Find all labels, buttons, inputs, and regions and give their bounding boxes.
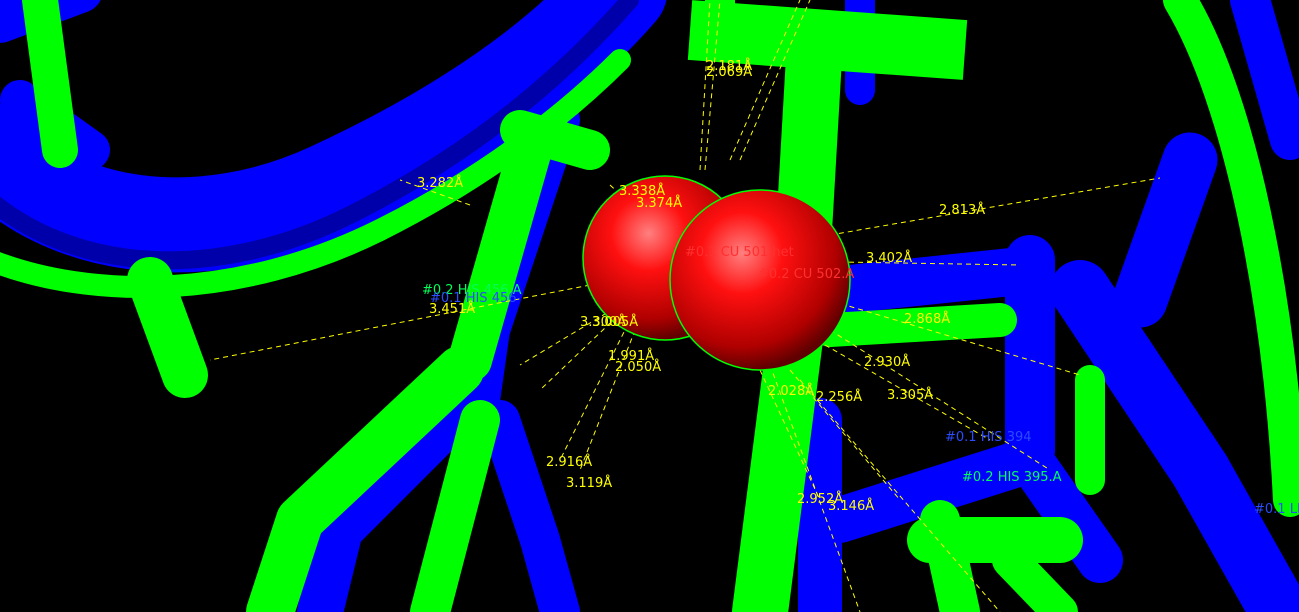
distance-label: 3.146Å [828,498,874,514]
green-tube [246,346,484,612]
green-tube [920,500,980,612]
green-tube [22,0,78,168]
blue-ribbon-edge [0,0,639,270]
atom-labels: #0.1 CU 501 het #0.2 CU 502.A [685,245,854,282]
green-ribbon-edge [0,49,631,299]
copper-atoms[interactable] [582,175,851,371]
blue-tube [1230,0,1299,160]
blue-tube [1112,132,1218,328]
distance-label: 2.930Å [864,354,910,370]
atom-cu-502[interactable] [669,189,851,371]
distance-label: 3.374Å [636,195,682,211]
distance-label: 3.451Å [429,301,475,317]
distance-label: 2.952Å [797,491,843,507]
distance-label: 2.868Å [904,311,950,327]
distance-label: 3.119Å [566,475,612,491]
blue-tube [480,400,580,612]
green-tube [448,128,552,382]
atom-label-cu-501: #0.1 CU 501 het [685,245,794,260]
distance-label: 2.050Å [615,359,661,375]
distance-label: 2.813Å [939,202,985,218]
distance-label: 2.069Å [706,64,752,80]
green-tube [410,400,500,612]
distance-labels: 2.181Å 2.069Å 3.338Å 3.374Å 3.282Å 2.813… [417,58,985,514]
distance-label: 3.402Å [866,250,912,266]
blue-ribbon [0,0,667,273]
distance-label: 3.300Å [580,314,626,330]
distance-label: 2.028Å [768,383,814,399]
residue-labels: #0.2 HIS 456.A #0.1 HIS 456 #0.1 HIS 394… [422,283,1299,517]
blue-tube [1050,260,1299,612]
distance-label: 3.005Å [592,314,638,330]
blue-tube [297,377,493,612]
green-tube [127,257,208,398]
green-cylinder [687,0,968,80]
atom-label-cu-502: #0.2 CU 502.A [758,267,854,282]
residue-label: #0.2 HIS 456.A [422,283,522,298]
distance-label: 2.256Å [816,389,862,405]
blue-tube [816,246,1054,314]
residue-label: #0.2 HIS 395.A [962,470,1062,485]
distance-label: 2.916Å [546,454,592,470]
distance-label: 3.305Å [887,387,933,403]
distance-label: 3.282Å [417,175,463,191]
residue-label: #0.1 HIS 456 [430,291,517,306]
green-tube [1163,0,1299,517]
residue-label: #0.1 HIS 394 [945,430,1032,445]
distance-label: 1.991Å [608,348,654,364]
green-tube [992,542,1078,612]
distance-label: 3.338Å [619,183,665,199]
residue-label: #0.1 LE [1254,502,1299,517]
green-tube [813,303,1017,347]
distance-label: 2.181Å [706,58,752,74]
